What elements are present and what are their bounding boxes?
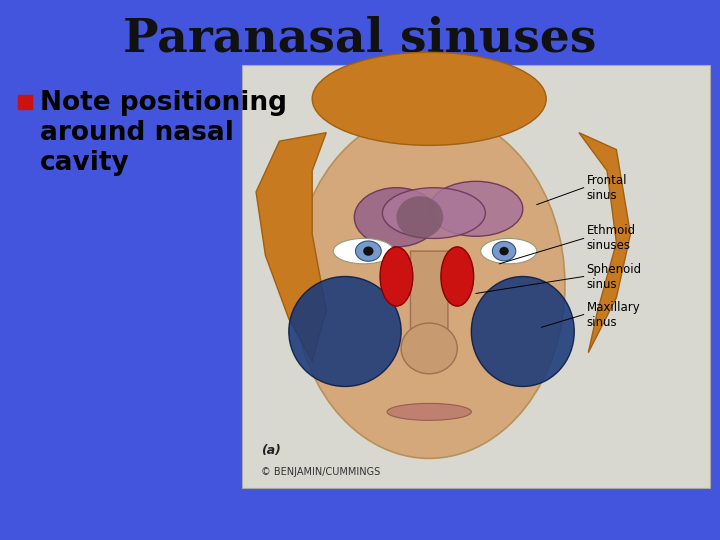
Ellipse shape (363, 246, 374, 256)
Text: Ethmoid
sinuses: Ethmoid sinuses (587, 225, 636, 252)
Polygon shape (579, 133, 631, 353)
Ellipse shape (380, 247, 413, 306)
Ellipse shape (289, 276, 401, 387)
Bar (18, 95, 32, 109)
Polygon shape (256, 133, 326, 361)
Ellipse shape (429, 181, 523, 237)
Ellipse shape (312, 52, 546, 145)
Ellipse shape (401, 323, 457, 374)
Text: Sphenoid
sinus: Sphenoid sinus (587, 262, 642, 291)
Text: Maxillary
sinus: Maxillary sinus (587, 301, 640, 328)
Ellipse shape (333, 239, 394, 264)
Text: around nasal: around nasal (40, 120, 234, 146)
Text: (a): (a) (261, 444, 281, 457)
Bar (242, 65, 710, 488)
Text: © BENJAMIN/CUMMINGS: © BENJAMIN/CUMMINGS (261, 467, 380, 477)
Text: Frontal
sinus: Frontal sinus (587, 174, 627, 201)
Ellipse shape (397, 196, 444, 239)
Text: Paranasal sinuses: Paranasal sinuses (123, 15, 597, 61)
Text: cavity: cavity (40, 150, 130, 176)
Ellipse shape (354, 188, 438, 247)
Ellipse shape (408, 264, 450, 306)
Ellipse shape (441, 247, 474, 306)
Ellipse shape (472, 276, 575, 387)
Ellipse shape (387, 403, 472, 420)
Ellipse shape (356, 241, 381, 261)
Ellipse shape (382, 188, 485, 239)
Ellipse shape (492, 241, 516, 261)
Ellipse shape (500, 247, 509, 255)
Ellipse shape (481, 239, 537, 264)
Text: Note positioning: Note positioning (40, 90, 287, 116)
FancyBboxPatch shape (410, 251, 448, 353)
Ellipse shape (294, 112, 565, 458)
